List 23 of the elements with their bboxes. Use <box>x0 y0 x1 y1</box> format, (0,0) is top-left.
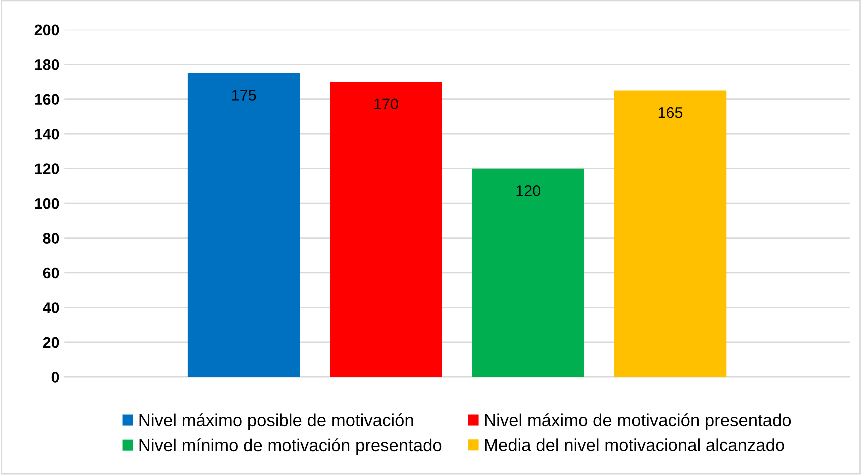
data-label: 165 <box>658 107 683 118</box>
bar <box>472 168 585 378</box>
legend-label: Media del nivel motivacional alcanzado <box>485 438 784 452</box>
y-tick-label: 180 <box>35 60 60 70</box>
data-label: 170 <box>374 98 398 110</box>
legend-label: Nivel máximo de motivación presentado <box>485 414 792 430</box>
bar <box>330 82 442 378</box>
legend-label: Nivel mínimo de motivación presentado <box>140 438 442 456</box>
y-tick-label: 120 <box>35 164 60 174</box>
y-tick-label: 60 <box>43 268 60 279</box>
bar <box>614 90 727 378</box>
y-tick-label: 0 <box>52 372 60 383</box>
y-tick-label: 100 <box>35 198 60 210</box>
y-tick-label: 40 <box>43 302 60 314</box>
bar <box>188 73 300 378</box>
data-label: 120 <box>516 186 541 196</box>
y-tick-label: 200 <box>34 24 60 36</box>
y-tick-label: 20 <box>43 337 60 348</box>
y-tick-label: 140 <box>35 128 60 140</box>
y-tick-label: 80 <box>43 233 60 244</box>
data-label: 175 <box>232 90 256 101</box>
legend-label: Nivel máximo posible de motivación <box>140 414 414 430</box>
y-tick-label: 160 <box>35 94 60 106</box>
